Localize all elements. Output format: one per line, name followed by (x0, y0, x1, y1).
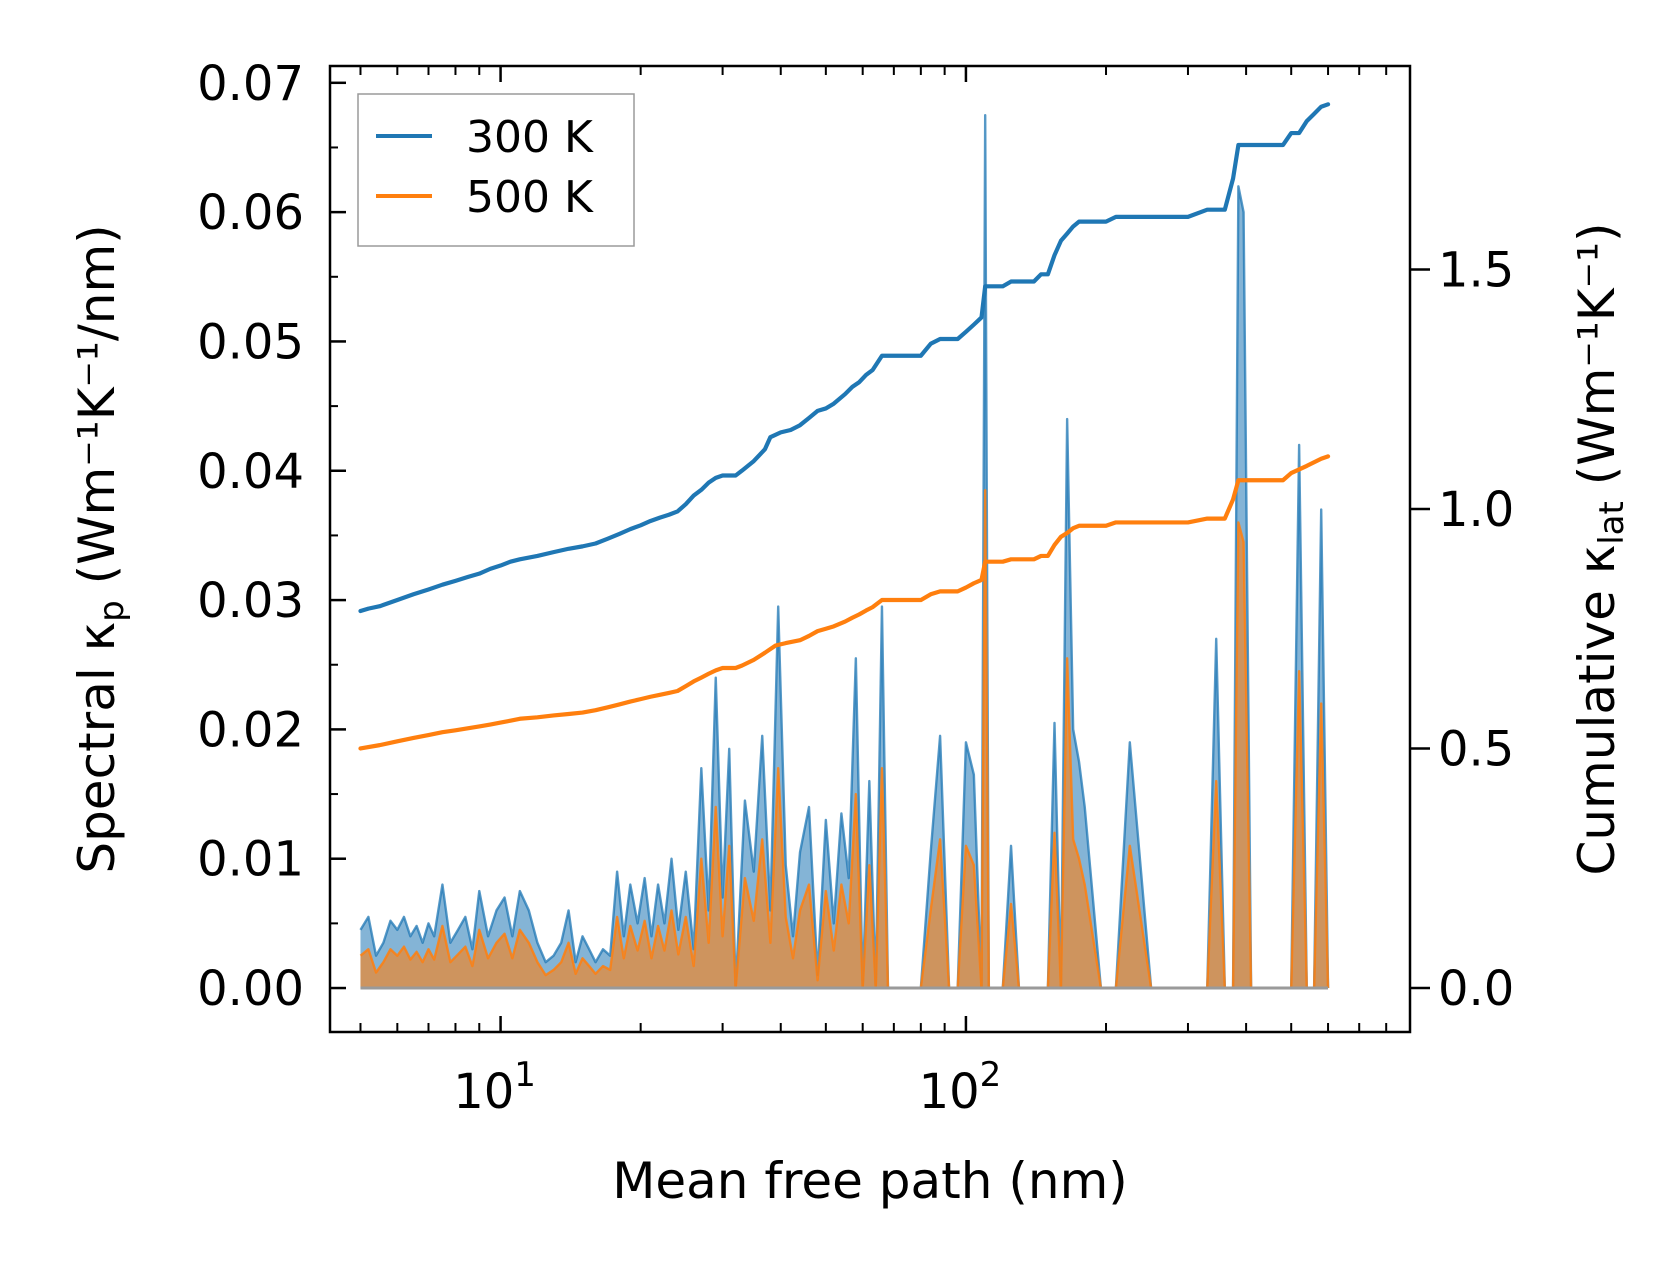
cumulative-line-500k (358, 454, 1331, 751)
x-tick-label-exponent: 1 (514, 1055, 536, 1095)
legend-label-300k: 300 K (466, 112, 594, 163)
y-left-tick-label: 0.03 (197, 573, 304, 629)
y-axis-right-label-units: (Wm⁻¹K⁻¹) (1568, 222, 1626, 501)
ticks-layer: 0.00 0.01 0.02 0.03 0.04 0.05 0.06 0.07 0.0 0.5 1.… (197, 56, 1514, 1120)
y-left-tick-label: 0.00 (197, 961, 304, 1017)
y-axis-right-label: Cumulative κlat (Wm⁻¹K⁻¹) (1568, 222, 1632, 875)
y-axis-right-label-prefix: Cumulative κ (1568, 545, 1626, 876)
y-left-tick-label: 0.07 (197, 56, 304, 112)
legend-box (357, 93, 635, 247)
y-right-tick-label: 0.5 (1438, 721, 1514, 777)
x-tick-label-base: 10 (919, 1064, 980, 1120)
cumulative-line-300k (358, 102, 1331, 614)
y-axis-left-label-prefix: Spectral κ (68, 622, 126, 874)
spectral-line-500k (359, 488, 1330, 990)
x-tick-label: 102 (919, 1055, 1002, 1120)
x-tick-label-base: 10 (453, 1064, 514, 1120)
y-left-tick-label: 0.01 (197, 832, 304, 888)
x-tick-label-exponent: 2 (980, 1055, 1002, 1095)
spectral-area-layer (359, 113, 1330, 990)
y-right-tick-label: 0.0 (1438, 961, 1514, 1017)
y-left-tick-label: 0.02 (197, 702, 304, 758)
y-right-tick-label: 1.5 (1438, 243, 1514, 299)
y-axis-right-label-sub: lat (1592, 501, 1632, 545)
y-left-tick-label: 0.05 (197, 314, 304, 370)
y-left-tick-label: 0.06 (197, 185, 304, 241)
y-axis-left-label-sub: p (92, 600, 132, 622)
plot-frame (328, 64, 1412, 1034)
x-axis-label: Mean free path (nm) (612, 1152, 1128, 1210)
y-axis-left-label-units: (Wm⁻¹K⁻¹/nm) (68, 224, 126, 600)
y-left-tick-label: 0.04 (197, 444, 304, 500)
legend-label-500k: 500 K (466, 172, 594, 223)
cumulative-lines-layer (358, 102, 1331, 751)
y-axis-left-label: Spectral κp (Wm⁻¹K⁻¹/nm) (68, 224, 132, 873)
spectral-line-300k (359, 113, 1330, 990)
x-tick-label: 101 (453, 1055, 536, 1120)
legend: 300 K 500 K (357, 93, 635, 247)
y-right-tick-label: 1.0 (1438, 482, 1514, 538)
